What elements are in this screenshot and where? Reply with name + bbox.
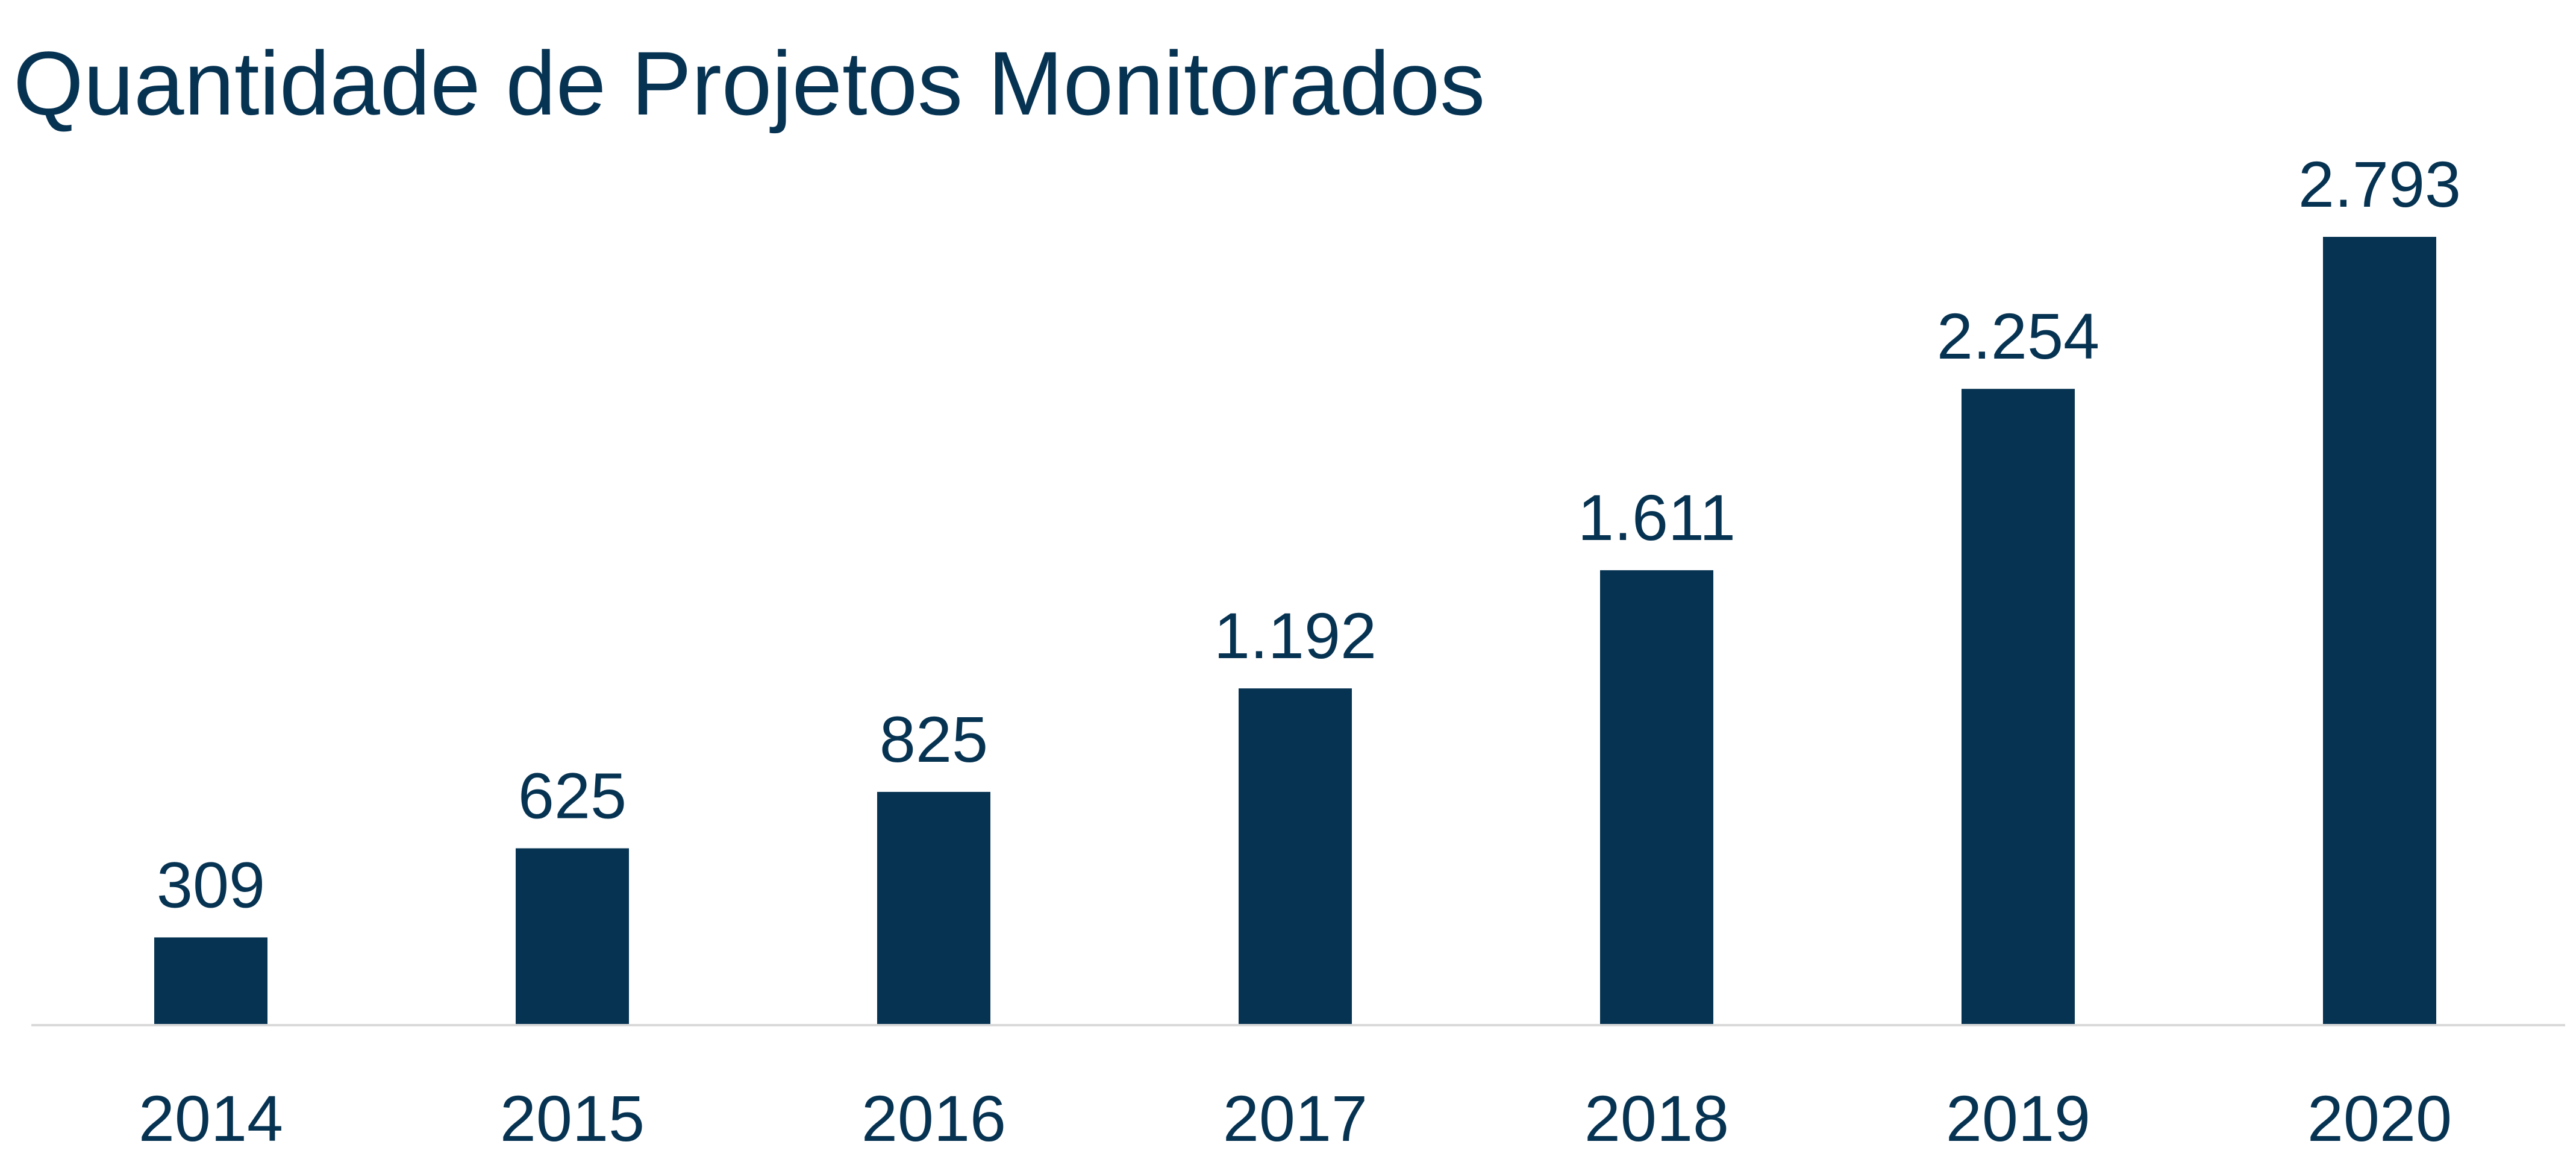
x-tick-label-2014: 2014 [139, 1082, 283, 1155]
x-tick-label-2016: 2016 [861, 1082, 1006, 1155]
bar-2018 [1600, 570, 1713, 1025]
x-tick-label-2020: 2020 [2307, 1082, 2452, 1155]
bar-2020 [2323, 237, 2436, 1025]
data-label-2014: 309 [157, 848, 265, 921]
bar-2015 [516, 848, 629, 1025]
data-labels-layer: 309 625 825 1.192 1.611 2.254 2.793 [157, 148, 2461, 921]
bar-2016 [877, 791, 990, 1025]
x-tick-label-2018: 2018 [1584, 1082, 1729, 1155]
chart-title: Quantidade de Projetos Monitorados [13, 33, 1485, 134]
data-label-2016: 825 [880, 703, 988, 776]
data-label-2020: 2.793 [2298, 148, 2461, 221]
bars-layer [154, 237, 2436, 1025]
bar-2019 [1962, 389, 2075, 1025]
bar-2014 [154, 937, 267, 1025]
bar-2017 [1239, 688, 1352, 1025]
x-axis-tick-labels: 2014 2015 2016 2017 2018 2019 2020 [139, 1082, 2452, 1155]
data-label-2018: 1.611 [1578, 481, 1736, 554]
x-tick-label-2017: 2017 [1223, 1082, 1368, 1155]
x-tick-label-2015: 2015 [500, 1082, 645, 1155]
data-label-2017: 1.192 [1214, 599, 1377, 672]
x-tick-label-2019: 2019 [1946, 1082, 2090, 1155]
data-label-2019: 2.254 [1937, 300, 2099, 372]
data-label-2015: 625 [518, 759, 627, 832]
